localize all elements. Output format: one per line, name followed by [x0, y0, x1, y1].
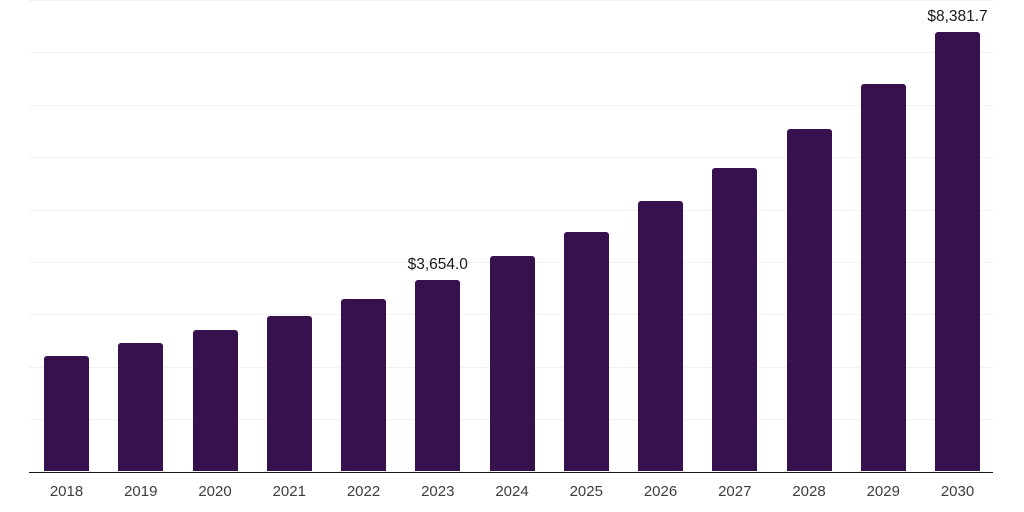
- gridline-9000: [29, 0, 994, 1]
- gridline-7000: [29, 104, 994, 106]
- x-axis-line: [29, 471, 993, 473]
- gridline-6000: [29, 157, 994, 159]
- x-tick-2023: 2023: [421, 483, 455, 500]
- x-tick-2025: 2025: [569, 483, 603, 500]
- x-tick-2030: 2030: [940, 483, 975, 500]
- bar-2018: [44, 355, 89, 472]
- data-label-2023: $3,654.0: [407, 256, 468, 274]
- bar-2029: [860, 84, 906, 472]
- x-tick-2018: 2018: [49, 483, 84, 500]
- x-tick-2021: 2021: [272, 483, 306, 500]
- bar-2025: [563, 231, 609, 472]
- bar-2022: [341, 298, 386, 472]
- gridline-8000: [29, 52, 994, 54]
- bar-2028: [786, 128, 832, 472]
- bar-2021: [266, 316, 312, 472]
- bar-2024: [489, 255, 535, 472]
- bar-2026: [638, 200, 683, 472]
- x-tick-2029: 2029: [866, 483, 900, 500]
- x-tick-2027: 2027: [718, 483, 752, 500]
- bar-2023: [415, 280, 461, 472]
- x-tick-2022: 2022: [346, 483, 381, 500]
- x-tick-2026: 2026: [643, 483, 678, 500]
- x-tick-2024: 2024: [495, 483, 529, 500]
- x-tick-2028: 2028: [792, 483, 826, 500]
- x-tick-2019: 2019: [124, 483, 158, 500]
- bar-2027: [712, 167, 758, 472]
- bar-2019: [118, 342, 164, 472]
- x-tick-2020: 2020: [198, 483, 232, 500]
- gridline-5000: [29, 209, 994, 211]
- data-label-2030: $8,381.7: [927, 8, 988, 26]
- bar-2030: [935, 32, 980, 472]
- bar-2020: [192, 330, 238, 472]
